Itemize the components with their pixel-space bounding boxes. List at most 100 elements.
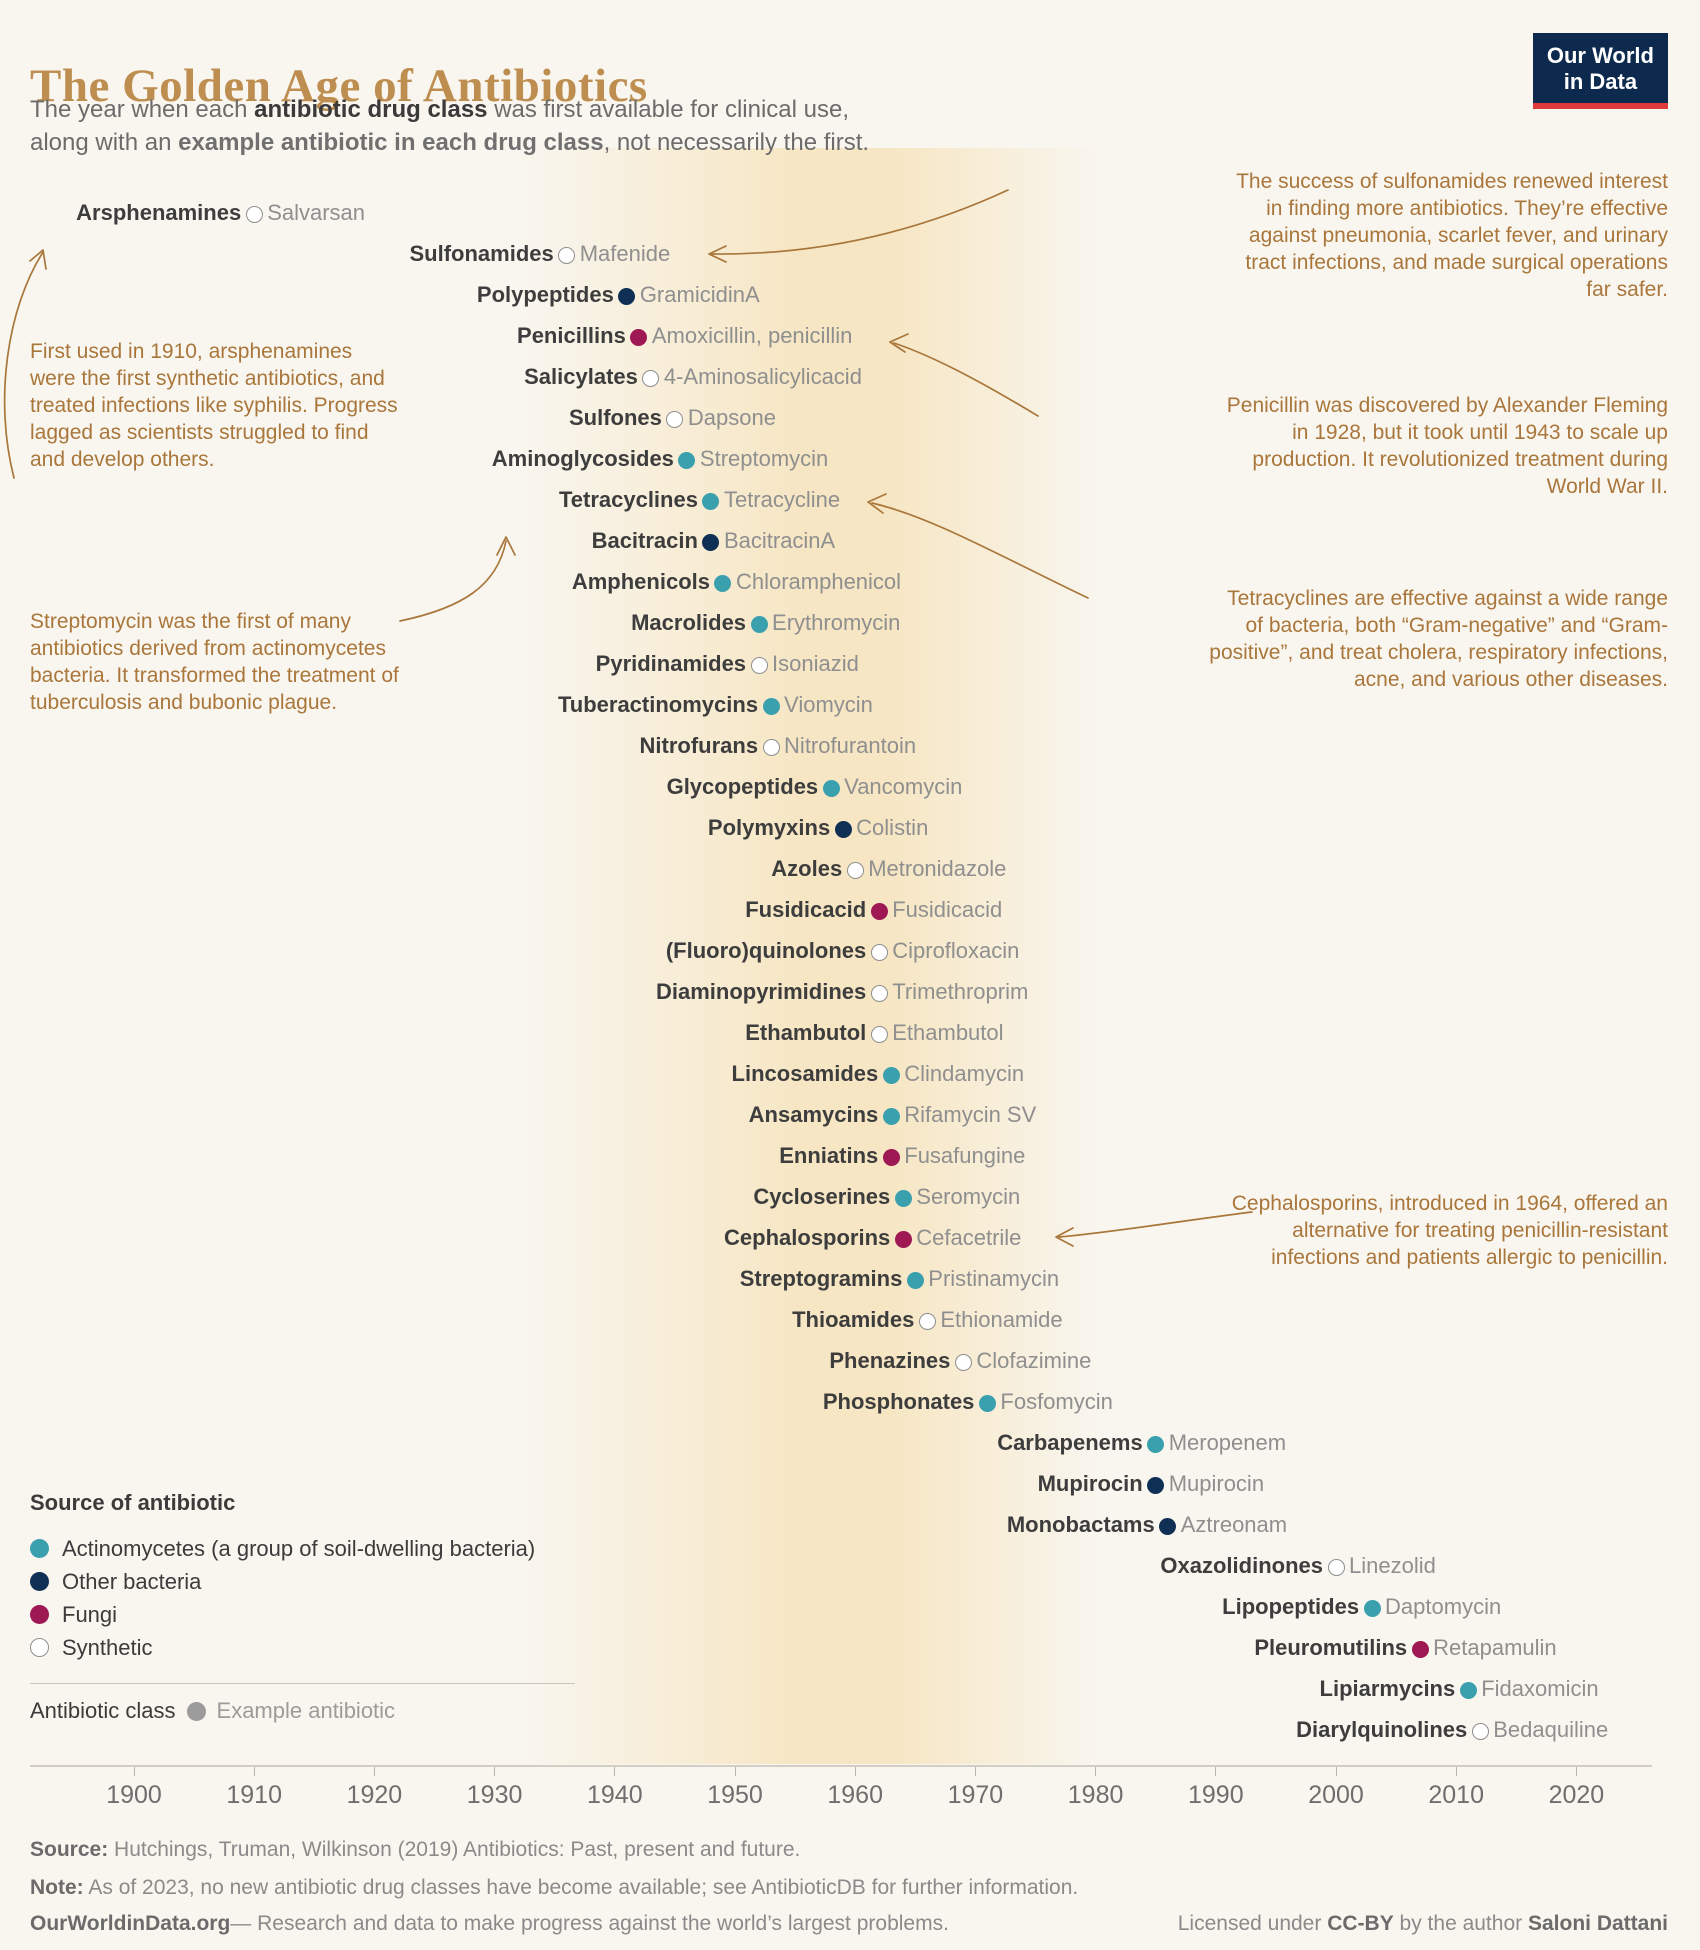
antibiotic-class-label: Lipopeptides <box>1222 1594 1360 1619</box>
antibiotic-class-label: Sulfones <box>569 405 662 430</box>
legend-item-fungi: Fungi <box>30 1598 535 1631</box>
legend-item-label: Other bacteria <box>62 1568 202 1594</box>
antibiotic-class-label: Pleuromutilins <box>1254 1635 1408 1660</box>
antibiotic-class-label: Polypeptides <box>476 282 614 307</box>
antibiotic-class-label: Ethambutol <box>745 1020 867 1045</box>
license-pre-text: Licensed under <box>1177 1912 1328 1935</box>
axis-tick <box>1215 1767 1217 1776</box>
antibiotic-class-label: Glycopeptides <box>666 774 819 799</box>
arrow-to-penicillins <box>889 333 1039 417</box>
source-dot-actinomycetes <box>1147 1435 1165 1453</box>
source-dot-actinomycetes <box>1363 1599 1381 1617</box>
axis-tick-label: 1960 <box>827 1781 883 1809</box>
source-dot-actinomycetes <box>894 1189 912 1207</box>
source-dot-synthetic <box>870 1025 888 1043</box>
axis-tick <box>133 1767 135 1776</box>
source-dot-other_bacteria <box>618 287 636 305</box>
example-antibiotic-label: Metronidazole <box>868 856 1007 881</box>
source-dot-synthetic <box>870 943 888 961</box>
antibiotic-class-label: Cephalosporins <box>724 1225 891 1250</box>
annotation-tetracyclines-note: Tetracyclines are effective against a wi… <box>1209 587 1668 691</box>
antibiotic-class-label: Penicillins <box>517 323 626 348</box>
source-dot-actinomycetes <box>906 1271 924 1289</box>
axis-tick-label: 1940 <box>586 1781 643 1809</box>
legend-key-class-label: Antibiotic class <box>30 1698 176 1723</box>
example-antibiotic-label: Erythromycin <box>772 610 901 635</box>
example-antibiotic-label: Pristinamycin <box>928 1266 1060 1291</box>
page-title: The Golden Age of Antibiotics <box>30 60 648 113</box>
source-dot-fungi <box>630 328 648 346</box>
subtitle-text: , not necessarily the first. <box>603 129 870 156</box>
source-dot-fungi <box>882 1148 900 1166</box>
antibiotic-class-label: Azoles <box>771 856 843 881</box>
example-antibiotic-label: Rifamycin SV <box>904 1102 1037 1127</box>
axis-tick-label: 2010 <box>1428 1781 1484 1809</box>
axis-tick <box>1095 1767 1097 1776</box>
example-antibiotic-label: Amoxicillin, penicillin <box>651 323 853 348</box>
axis-tick-label: 1920 <box>346 1781 403 1809</box>
antibiotic-class-label: Sulfonamides <box>409 241 554 266</box>
subtitle-bold-text: example antibiotic in each drug class <box>178 129 604 156</box>
antibiotic-class-label: Pyridinamides <box>595 651 747 676</box>
example-antibiotic-label: Dapsone <box>687 405 776 430</box>
x-axis-line <box>30 1765 1652 1767</box>
antibiotic-class-label: Lipiarmycins <box>1319 1676 1456 1701</box>
axis-tick-label: 1970 <box>947 1781 1004 1809</box>
owid-logo-line1: Our World <box>1546 43 1654 68</box>
subtitle-line-1: The year when each antibiotic drug class… <box>30 96 849 124</box>
antibiotic-class-label: Salicylates <box>524 364 638 389</box>
subtitle-bold-text: antibiotic drug class <box>254 96 488 123</box>
example-antibiotic-label: Vancomycin <box>844 774 963 799</box>
antibiotic-class-label: Arsphenamines <box>76 200 242 225</box>
legend-item-actinomycetes: Actinomycetes (a group of soil-dwelling … <box>30 1532 535 1565</box>
arrow-to-sulfonamides <box>708 189 1009 263</box>
antibiotic-class-label: Nitrofurans <box>639 733 759 758</box>
example-antibiotic-label: Streptomycin <box>699 446 829 471</box>
legend-dot-fungi <box>30 1605 49 1624</box>
source-dot-synthetic <box>954 1353 972 1371</box>
legend-dot-other_bacteria <box>30 1572 49 1591</box>
annotation-arsphenamines-note: First used in 1910, arsphenamines were t… <box>30 340 398 471</box>
example-antibiotic-label: Ethambutol <box>892 1020 1004 1045</box>
footer-note-text: As of 2023, no new antibiotic drug class… <box>83 1876 1079 1899</box>
footer-source: Source: Hutchings, Truman, Wilkinson (20… <box>30 1838 800 1862</box>
example-antibiotic-label: Isoniazid <box>772 651 859 676</box>
legend-title: Source of antibiotic <box>30 1490 236 1515</box>
legend-item-synthetic: Synthetic <box>30 1631 535 1664</box>
example-antibiotic-label: Mupirocin <box>1168 1471 1265 1496</box>
antibiotic-class-label: Tetracyclines <box>558 487 698 512</box>
license-author: Saloni Dattani <box>1527 1912 1668 1935</box>
antibiotic-class-label: Aminoglycosides <box>491 446 674 471</box>
source-dot-other_bacteria <box>834 820 852 838</box>
antibiotic-class-label: Monobactams <box>1006 1512 1155 1537</box>
example-antibiotic-label: GramicidinA <box>639 282 760 307</box>
antibiotic-class-label: Oxazolidinones <box>1160 1553 1323 1578</box>
axis-tick <box>1335 1767 1337 1776</box>
axis-tick-label: 1910 <box>226 1781 282 1809</box>
annotation-sulfonamides-note: The success of sulfonamides renewed inte… <box>1236 170 1668 301</box>
source-dot-synthetic <box>918 1312 936 1330</box>
antibiotic-class-label: Polymyxins <box>707 815 831 840</box>
antibiotic-class-label: Carbapenems <box>997 1430 1143 1455</box>
example-antibiotic-label: Aztreonam <box>1180 1512 1288 1537</box>
antibiotic-class-label: Enniatins <box>779 1143 879 1168</box>
example-dot-icon <box>186 1701 206 1721</box>
source-dot-actinomycetes <box>714 574 732 592</box>
example-antibiotic-label: Retapamulin <box>1433 1635 1557 1660</box>
example-antibiotic-label: 4-Aminosalicylicacid <box>663 364 862 389</box>
example-antibiotic-label: Fidaxomicin <box>1481 1676 1599 1701</box>
antibiotic-class-label: (Fluoro)quinolones <box>665 938 867 963</box>
axis-tick <box>1575 1767 1577 1776</box>
owid-logo: Our World in Data <box>1532 33 1668 109</box>
example-antibiotic-label: Fosfomycin <box>1000 1389 1113 1414</box>
example-antibiotic-label: Clofazimine <box>976 1348 1092 1373</box>
axis-tick <box>614 1767 616 1776</box>
example-antibiotic-label: Salvarsan <box>267 200 366 225</box>
axis-tick-label: 2020 <box>1548 1781 1605 1809</box>
source-dot-synthetic <box>762 738 780 756</box>
example-antibiotic-label: Fusidicacid <box>892 897 1003 922</box>
antibiotic-class-label: Phenazines <box>829 1348 951 1373</box>
owid-logo-line2: in Data <box>1563 69 1638 94</box>
antibiotic-class-label: Macrolides <box>631 610 747 635</box>
source-dot-actinomycetes <box>678 451 696 469</box>
